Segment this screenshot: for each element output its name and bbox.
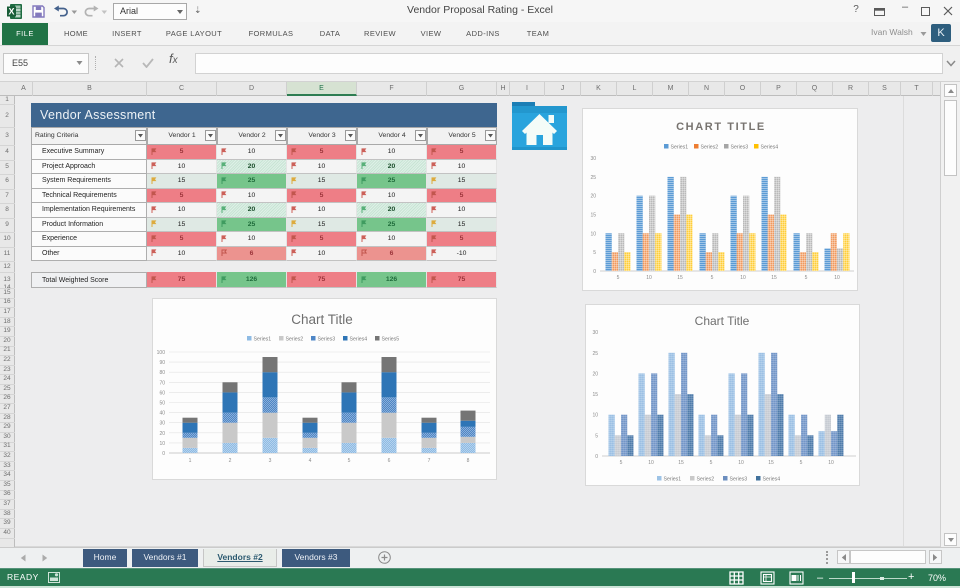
svg-text:0: 0	[593, 269, 596, 275]
svg-text:10: 10	[740, 275, 746, 281]
svg-text:80: 80	[159, 370, 165, 376]
svg-text:Series1: Series1	[254, 337, 272, 343]
svg-text:15: 15	[771, 275, 777, 281]
svg-text:10: 10	[834, 275, 840, 281]
svg-text:30: 30	[592, 330, 598, 336]
svg-text:5: 5	[617, 275, 620, 281]
svg-text:20: 20	[159, 431, 165, 437]
svg-text:Series2: Series2	[701, 145, 719, 151]
svg-text:10: 10	[592, 413, 598, 419]
svg-text:15: 15	[590, 213, 596, 219]
svg-text:5: 5	[710, 460, 713, 466]
svg-text:20: 20	[590, 194, 596, 200]
svg-text:15: 15	[768, 460, 774, 466]
svg-text:70: 70	[159, 380, 165, 386]
svg-text:15: 15	[678, 460, 684, 466]
svg-text:0: 0	[162, 451, 165, 457]
svg-text:Series1: Series1	[664, 477, 682, 483]
svg-text:90: 90	[159, 360, 165, 366]
svg-text:30: 30	[159, 421, 165, 427]
svg-text:5: 5	[595, 433, 598, 439]
svg-text:4: 4	[309, 458, 312, 464]
svg-text:15: 15	[592, 392, 598, 398]
svg-text:5: 5	[620, 460, 623, 466]
svg-text:CHART TITLE: CHART TITLE	[676, 121, 766, 133]
svg-text:7: 7	[428, 458, 431, 464]
svg-text:5: 5	[593, 250, 596, 256]
svg-text:X: X	[8, 7, 14, 17]
svg-text:Chart Title: Chart Title	[291, 312, 353, 327]
svg-text:Series1: Series1	[671, 145, 689, 151]
svg-text:10: 10	[648, 460, 654, 466]
svg-text:8: 8	[467, 458, 470, 464]
svg-text:Series3: Series3	[318, 337, 336, 343]
svg-text:10: 10	[738, 460, 744, 466]
svg-text:Chart Title: Chart Title	[695, 314, 750, 328]
svg-text:Series4: Series4	[761, 145, 779, 151]
svg-text:Series4: Series4	[763, 477, 781, 483]
svg-text:Series3: Series3	[730, 477, 748, 483]
svg-text:6: 6	[388, 458, 391, 464]
svg-text:Series4: Series4	[350, 337, 368, 343]
svg-text:5: 5	[711, 275, 714, 281]
svg-text:20: 20	[592, 371, 598, 377]
svg-text:10: 10	[590, 231, 596, 237]
svg-text:10: 10	[828, 460, 834, 466]
svg-text:Series2: Series2	[286, 337, 304, 343]
svg-text:60: 60	[159, 390, 165, 396]
svg-text:40: 40	[159, 411, 165, 417]
svg-text:50: 50	[159, 401, 165, 407]
svg-text:10: 10	[159, 441, 165, 447]
svg-text:1: 1	[189, 458, 192, 464]
svg-text:100: 100	[157, 350, 166, 356]
svg-text:15: 15	[677, 275, 683, 281]
svg-text:0: 0	[595, 454, 598, 460]
svg-text:5: 5	[800, 460, 803, 466]
svg-text:2: 2	[229, 458, 232, 464]
svg-text:30: 30	[590, 156, 596, 162]
svg-text:Series2: Series2	[697, 477, 715, 483]
svg-text:10: 10	[646, 275, 652, 281]
svg-text:Series3: Series3	[731, 145, 749, 151]
svg-text:Series5: Series5	[382, 337, 400, 343]
svg-text:5: 5	[348, 458, 351, 464]
svg-text:25: 25	[590, 175, 596, 181]
svg-text:5: 5	[805, 275, 808, 281]
svg-text:25: 25	[592, 351, 598, 357]
svg-text:3: 3	[269, 458, 272, 464]
